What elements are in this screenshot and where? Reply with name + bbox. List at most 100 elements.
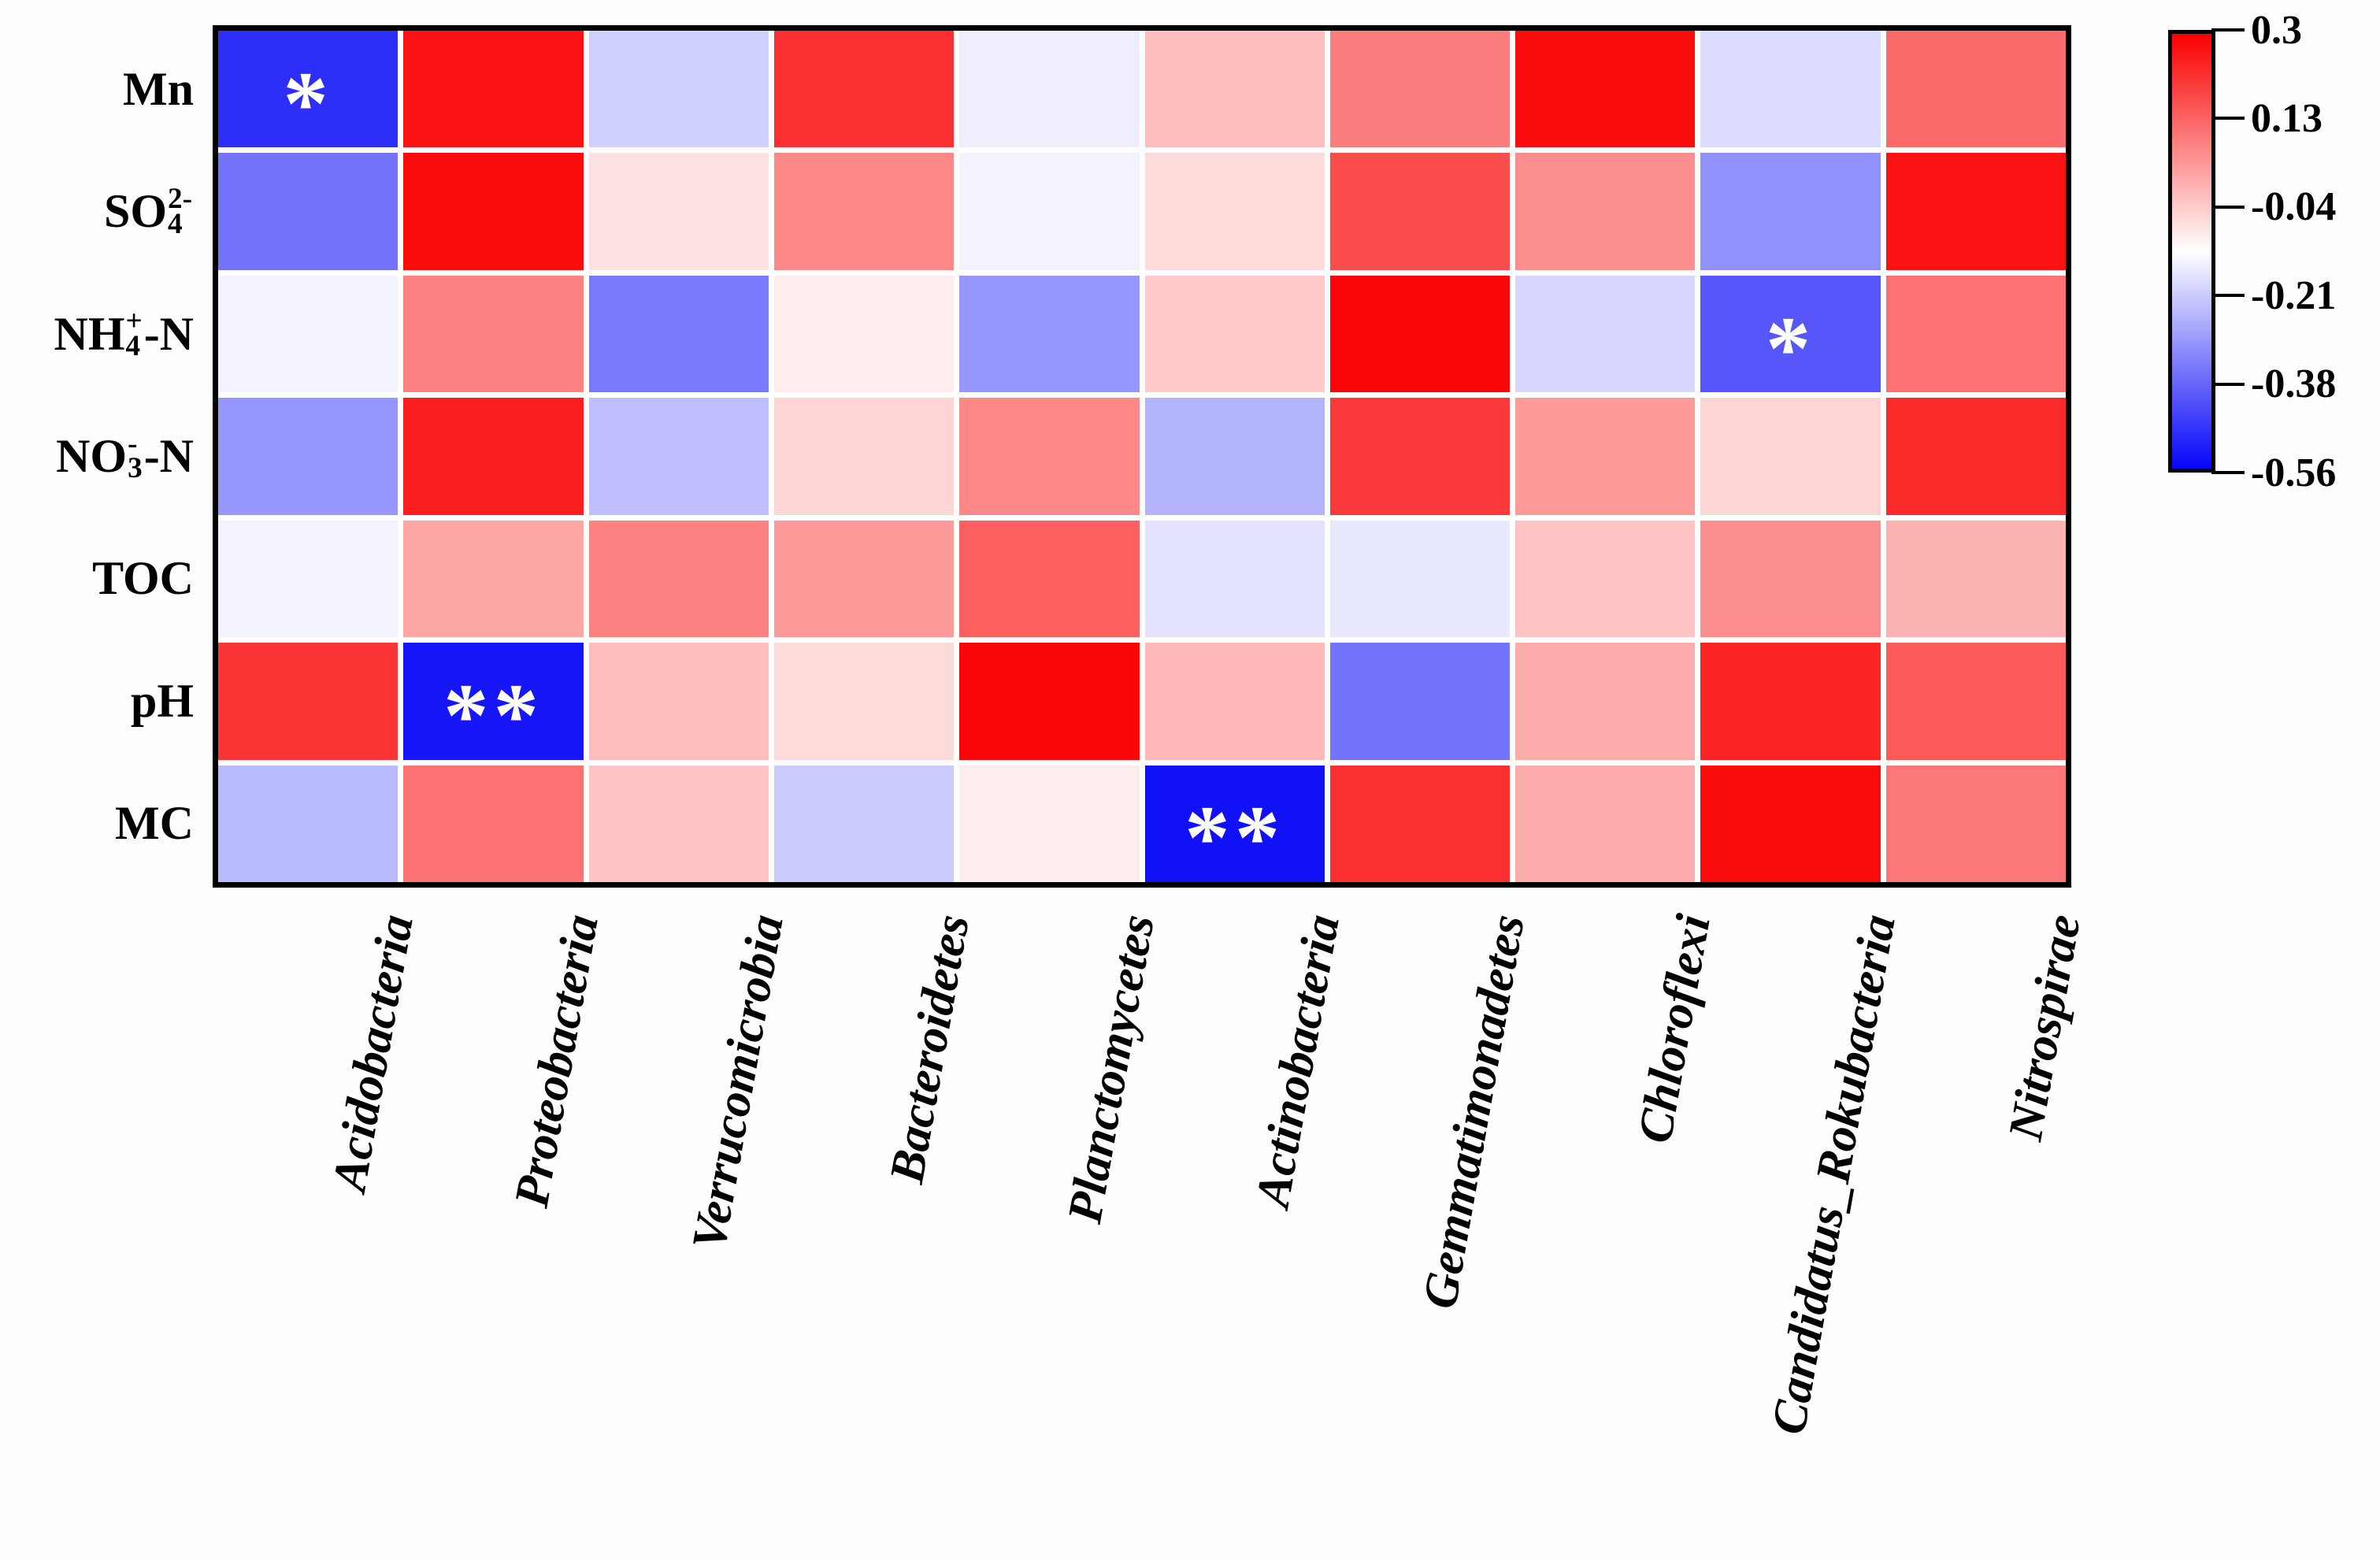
row-label: pH [130, 674, 194, 727]
heatmap-cell [773, 153, 955, 270]
heatmap-cell [1885, 765, 2066, 882]
heatmap-cell [773, 520, 955, 638]
colorbar-tick [2211, 28, 2245, 32]
col-label: Verrucomicrobia [682, 910, 795, 1255]
significance-asterisk: * [283, 53, 333, 154]
heatmap-cell [1144, 398, 1325, 515]
heatmap-cell: ** [403, 643, 584, 766]
heatmap-cell [1329, 398, 1511, 515]
heatmap-cell [1885, 643, 2066, 760]
row-label: Mn [123, 62, 194, 115]
heatmap-cell [403, 31, 584, 148]
col-label: Candidatus_Rokubacteria [1761, 910, 1906, 1439]
heatmap-cell [959, 153, 1140, 270]
heatmap-cell [1144, 520, 1325, 638]
heatmap-cell [1885, 275, 2066, 393]
heatmap-cell [1700, 765, 1881, 882]
col-label: Acidobacteria [322, 910, 424, 1196]
heatmap-cell [1515, 765, 1696, 882]
colorbar-tick-label: -0.21 [2251, 273, 2337, 318]
heatmap-cell [959, 31, 1140, 148]
heatmap-cell [1515, 398, 1696, 515]
colorbar-tick-label: -0.04 [2251, 184, 2337, 230]
heatmap-cell [1329, 275, 1511, 393]
colorbar-tick-label: -0.38 [2251, 362, 2337, 407]
heatmap-cell [218, 765, 399, 882]
significance-asterisk: ** [1184, 788, 1285, 888]
heatmap-cell [588, 765, 769, 882]
heatmap-cell [1515, 275, 1696, 393]
heatmap-cell [1700, 520, 1881, 638]
heatmap-cell [1700, 398, 1881, 515]
heatmap-cell [1329, 765, 1511, 882]
colorbar-tick [2211, 382, 2245, 386]
col-axis-labels: Acidobacteria Proteobacteria Verrucomicrob… [0, 893, 2380, 1561]
heatmap-cell [1329, 643, 1511, 760]
heatmap-cell [218, 153, 399, 270]
sub-superscript-stack: 2- 4 [168, 182, 192, 240]
significance-asterisk: ** [443, 665, 543, 766]
heatmap-cell [773, 765, 955, 882]
heatmap-cell [1329, 31, 1511, 148]
heatmap-cell [403, 153, 584, 270]
heatmap-cell [1144, 275, 1325, 393]
col-label: Nitrospirae [1999, 910, 2092, 1144]
heatmap-cell [1515, 643, 1696, 760]
heatmap-cell [959, 398, 1140, 515]
col-label: Bacteroidetes [879, 910, 980, 1188]
colorbar-tick-label: 0.3 [2251, 7, 2302, 53]
col-label: Proteobacteria [504, 910, 609, 1211]
heatmap-cell [1515, 31, 1696, 148]
colorbar-tick-label: -0.56 [2251, 450, 2337, 495]
heatmap-cell [773, 643, 955, 760]
heatmap-cell [218, 643, 399, 760]
heatmap-cell: * [218, 31, 399, 154]
heatmap-cell [1329, 520, 1511, 638]
heatmap-cell [773, 398, 955, 515]
heatmap-cell [959, 275, 1140, 393]
row-label: TOC [92, 552, 194, 605]
heatmap-cell [588, 643, 769, 760]
row-label: NO -3 -N [56, 427, 194, 485]
heatmap-cell [588, 31, 769, 148]
heatmap-cell [1885, 520, 2066, 638]
heatmap-cell [1700, 643, 1881, 760]
heatmap-cell [588, 275, 769, 393]
heatmap-grid: * * ** ** [213, 25, 2071, 888]
heatmap-cell [959, 643, 1140, 760]
heatmap-cell [588, 153, 769, 270]
heatmap-cell [959, 520, 1140, 638]
row-label: NH +4 -N [54, 305, 194, 362]
heatmap-cell [1329, 153, 1511, 270]
heatmap-cell [1885, 31, 2066, 148]
heatmap-cell [1144, 643, 1325, 760]
heatmap-cell [773, 275, 955, 393]
heatmap-cell [218, 520, 399, 638]
heatmap-cell [1885, 398, 2066, 515]
colorbar-tick [2211, 117, 2245, 121]
colorbar-tick-label: 0.13 [2251, 95, 2323, 141]
heatmap-cell [1144, 153, 1325, 270]
heatmap-cell [773, 31, 955, 148]
heatmap-cell [403, 520, 584, 638]
heatmap-cell [403, 398, 584, 515]
heatmap-cell [1515, 153, 1696, 270]
colorbar [2168, 30, 2215, 473]
significance-asterisk: * [1765, 298, 1816, 399]
colorbar-gradient [2172, 34, 2211, 469]
sub-superscript-stack: -3 [128, 427, 143, 485]
col-label: Gemmatimonadetes [1413, 910, 1536, 1313]
heatmap-cell [218, 398, 399, 515]
row-axis-labels: Mn SO 2- 4 NH +4 -N NO -3 -N TOC pH MC [0, 25, 198, 888]
colorbar-tick [2211, 471, 2245, 474]
heatmap-cell: * [1700, 275, 1881, 399]
sub-superscript-stack: +4 [125, 305, 143, 362]
heatmap-cell [1515, 520, 1696, 638]
heatmap-cell [959, 765, 1140, 882]
heatmap-cell [1700, 31, 1881, 148]
heatmap-cell [218, 275, 399, 393]
heatmap-cell [588, 520, 769, 638]
colorbar-tick [2211, 205, 2245, 209]
heatmap-cell: ** [1144, 765, 1325, 888]
heatmap-cell [1144, 31, 1325, 148]
